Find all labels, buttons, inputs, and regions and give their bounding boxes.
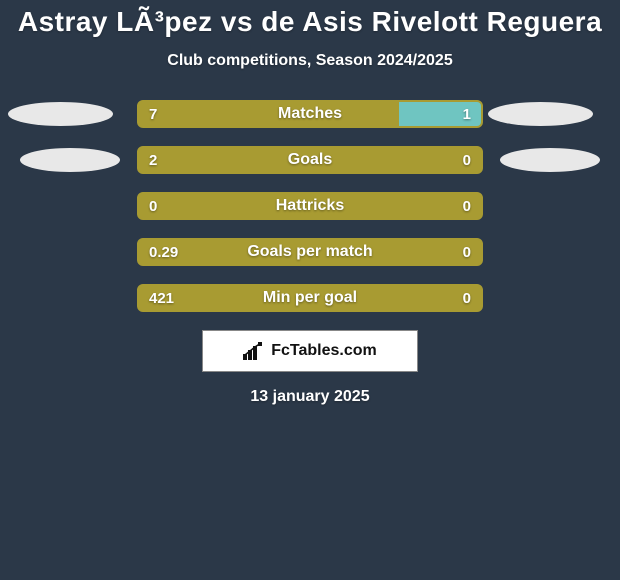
chart-icon — [243, 342, 265, 360]
player2-ellipse — [488, 102, 593, 126]
stat-row: 4210Min per goal — [0, 284, 620, 312]
stat-label: Hattricks — [139, 194, 481, 218]
date-label: 13 january 2025 — [0, 388, 620, 406]
stat-row: 00Hattricks — [0, 192, 620, 220]
stat-bar: 00Hattricks — [137, 192, 483, 220]
stat-row: 20Goals — [0, 146, 620, 174]
stat-label: Goals — [139, 148, 481, 172]
stat-bar: 4210Min per goal — [137, 284, 483, 312]
stat-bar: 0.290Goals per match — [137, 238, 483, 266]
comparison-chart: 71Matches 20Goals 00Hattricks 0.290Goals pe… — [0, 100, 620, 312]
stat-label: Min per goal — [139, 286, 481, 310]
player2-ellipse — [500, 148, 600, 172]
player1-ellipse — [8, 102, 113, 126]
brand-label: FcTables.com — [271, 342, 377, 360]
page-title: Astray LÃ³pez vs de Asis Rivelott Reguer… — [0, 0, 620, 38]
stat-bar: 20Goals — [137, 146, 483, 174]
page-subtitle: Club competitions, Season 2024/2025 — [0, 52, 620, 70]
brand-badge[interactable]: FcTables.com — [202, 330, 418, 372]
player1-ellipse — [20, 148, 120, 172]
stat-row: 0.290Goals per match — [0, 238, 620, 266]
stat-row: 71Matches — [0, 100, 620, 128]
stat-bar: 71Matches — [137, 100, 483, 128]
stat-label: Matches — [139, 102, 481, 126]
stat-label: Goals per match — [139, 240, 481, 264]
